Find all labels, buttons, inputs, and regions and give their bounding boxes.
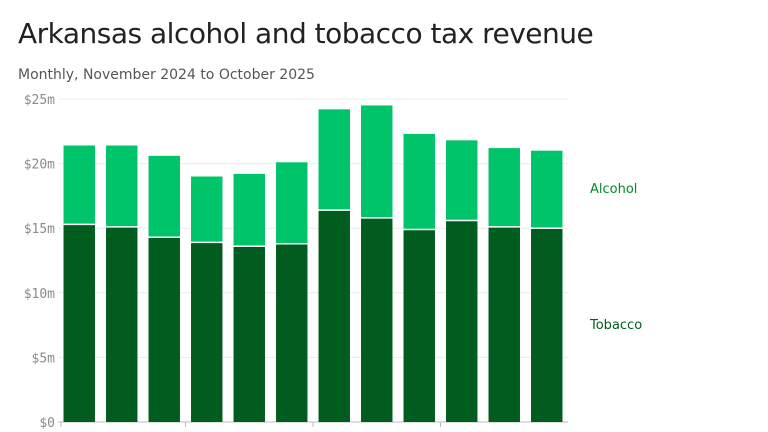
- bar-tobacco: [106, 226, 138, 422]
- bar-tobacco: [233, 246, 265, 422]
- y-tick-label: $20m: [24, 158, 55, 173]
- chart-subtitle: Monthly, November 2024 to October 2025: [18, 67, 315, 83]
- bar-tobacco: [191, 242, 223, 422]
- y-tick-label: $5m: [32, 351, 56, 366]
- bar-alcohol: [488, 148, 520, 227]
- x-axis-ticks: [60, 422, 441, 427]
- bar-tobacco: [318, 210, 350, 422]
- legend-tobacco: Tobacco: [589, 318, 642, 333]
- bar-tobacco: [361, 217, 393, 422]
- bar-tobacco: [446, 220, 478, 422]
- bar-alcohol: [106, 145, 138, 227]
- bar-alcohol: [63, 145, 95, 225]
- bar-alcohol: [531, 150, 563, 229]
- y-tick-label: $25m: [24, 93, 55, 108]
- bar-alcohol: [403, 133, 435, 230]
- bar-alcohol: [233, 173, 265, 247]
- chart-title: Arkansas alcohol and tobacco tax revenue: [18, 17, 594, 50]
- bar-tobacco: [403, 229, 435, 422]
- bar-tobacco: [531, 228, 563, 422]
- bar-alcohol: [318, 109, 350, 211]
- bar-alcohol: [276, 162, 308, 244]
- bar-alcohol: [361, 105, 393, 218]
- y-tick-label: $15m: [24, 222, 55, 237]
- bar-alcohol: [148, 155, 180, 238]
- bar-alcohol: [446, 140, 478, 221]
- bar-alcohol: [191, 176, 223, 243]
- y-axis-ticks: $0 $5m $10m $15m $20m $25m: [24, 93, 55, 431]
- legend-alcohol: Alcohol: [590, 182, 637, 197]
- bar-tobacco: [63, 224, 95, 422]
- bars: [63, 105, 563, 422]
- bar-tobacco: [148, 237, 180, 422]
- y-tick-label: $10m: [24, 287, 55, 302]
- bar-tobacco: [276, 243, 308, 422]
- y-tick-label: $0: [39, 416, 55, 431]
- bar-tobacco: [488, 226, 520, 422]
